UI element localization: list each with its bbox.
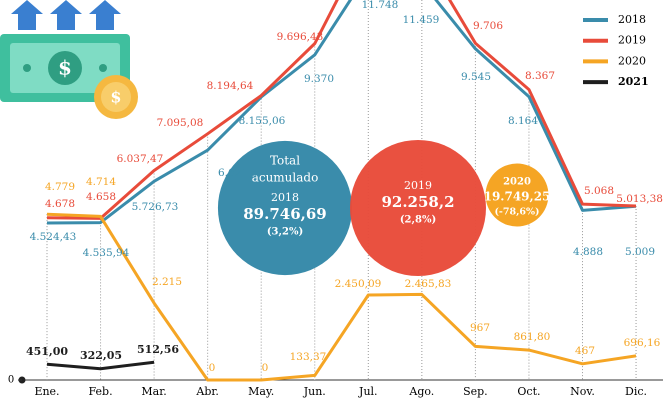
x-tick-label: Oct.	[517, 385, 540, 398]
data-label: 9.706	[473, 20, 503, 32]
svg-text:$: $	[110, 88, 121, 107]
data-label: 8.367	[525, 70, 555, 82]
data-label: 0	[209, 362, 216, 374]
data-label: 8.164	[508, 115, 538, 127]
data-label: 696,16	[624, 337, 661, 349]
x-tick-label: Jul.	[358, 385, 378, 398]
total-change: (-78,6%)	[494, 207, 539, 218]
x-tick-label: Sep.	[463, 385, 488, 398]
x-tick-label: May.	[248, 385, 274, 398]
x-tick-label: Jun.	[303, 385, 326, 398]
series-line	[46, 360, 155, 371]
legend-label: 2021	[618, 75, 649, 88]
total-year: 2020	[503, 177, 531, 188]
legend-label: 2018	[618, 13, 646, 26]
data-label: 861,80	[514, 331, 551, 343]
x-tick-label: Dic.	[625, 385, 647, 398]
data-label: 967	[470, 322, 490, 334]
data-label: 512,56	[137, 343, 179, 356]
data-label: 2.465,83	[405, 278, 452, 290]
data-label: 0	[262, 362, 269, 374]
money-icon: $ $	[0, 0, 138, 119]
legend-label: 2020	[618, 54, 646, 67]
x-tick-label: Abr.	[195, 385, 219, 398]
x-tick-label: Nov.	[570, 385, 595, 398]
data-label: 467	[575, 345, 595, 357]
data-label: 4.658	[86, 191, 116, 203]
data-label: 7.095,08	[157, 117, 204, 129]
total-value: 19.749,25	[484, 190, 551, 204]
total-bubble	[485, 163, 549, 227]
data-label: 5.726,73	[132, 201, 179, 213]
legend-label: 2019	[618, 34, 646, 47]
total-change: (2,8%)	[400, 215, 436, 226]
total-year: 2019	[404, 179, 432, 192]
x-tick-label: Feb.	[89, 385, 113, 398]
total-year: 2018	[271, 191, 299, 204]
data-label: 6.037,47	[117, 153, 164, 165]
data-label: 4.779	[45, 181, 75, 193]
data-label: 9.696,43	[277, 31, 324, 43]
data-label: 5.013,38	[616, 193, 663, 205]
totals-label: Total	[270, 154, 300, 168]
data-label: 11.748	[362, 0, 399, 11]
totals-label: acumulado	[252, 171, 319, 185]
series-line	[46, 0, 637, 220]
data-label: 5.068	[584, 185, 614, 197]
series-line	[46, 0, 637, 225]
data-label: 9.545	[461, 71, 491, 83]
total-bubble	[217, 140, 353, 276]
data-label: 451,00	[26, 345, 68, 358]
data-label: 322,05	[80, 349, 122, 362]
data-label: 6.621,5	[218, 167, 258, 179]
data-label: 2.215	[152, 276, 182, 288]
total-value: 92.258,2	[381, 193, 454, 211]
x-tick-label: Ago.	[408, 385, 434, 398]
series-line	[46, 212, 637, 382]
data-label: 5.009	[625, 246, 655, 258]
total-bubble	[350, 140, 486, 276]
data-label: 8.155,06	[239, 115, 286, 127]
y-tick-label: 0	[8, 375, 14, 386]
data-label: 9.370	[304, 73, 334, 85]
data-label: 4.535,94	[83, 247, 130, 259]
x-tick-label: Ene.	[34, 385, 59, 398]
x-tick-label: Mar.	[141, 385, 166, 398]
data-label: 133,37	[290, 351, 327, 363]
data-label: 4.678	[45, 198, 75, 210]
data-label: 2.450,09	[335, 278, 382, 290]
data-label: 8.194,64	[207, 80, 254, 92]
total-value: 89.746,69	[243, 205, 327, 223]
svg-text:$: $	[58, 56, 72, 80]
data-label: 4.524,43	[30, 231, 77, 243]
total-change: (3,2%)	[267, 227, 303, 238]
data-label: 4.888	[573, 246, 603, 258]
data-label: 4.714	[86, 176, 116, 188]
data-label: 11.459	[403, 14, 440, 26]
